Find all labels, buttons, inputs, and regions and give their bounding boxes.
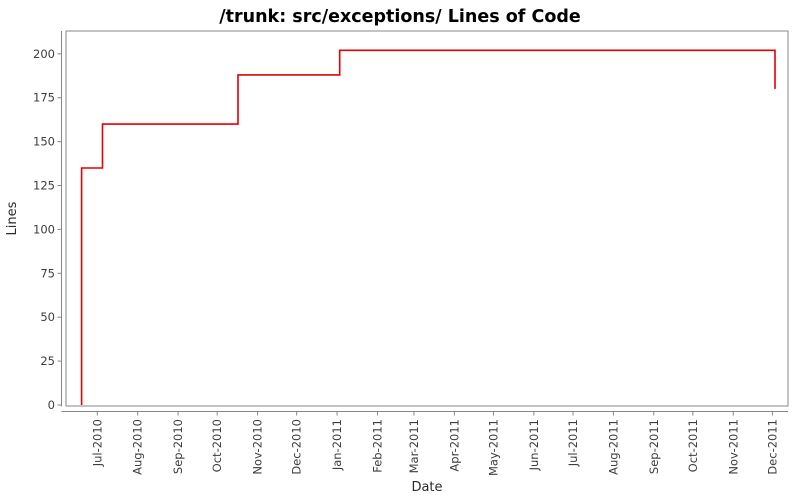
x-tick-label: Jul-2010 <box>90 419 104 467</box>
y-tick-label: 100 <box>33 222 55 236</box>
y-tick-label: 125 <box>33 179 55 193</box>
y-tick-label: 150 <box>33 135 55 149</box>
y-tick-label: 25 <box>40 354 55 368</box>
x-tick-label: Dec-2010 <box>290 419 304 475</box>
x-tick-label: Apr-2011 <box>447 419 461 472</box>
x-tick-label: Nov-2011 <box>726 419 740 475</box>
x-tick-label: Sep-2010 <box>171 419 185 474</box>
y-tick-label: 75 <box>40 266 55 280</box>
x-axis-label: Date <box>411 480 442 495</box>
x-tick-label: Nov-2010 <box>251 419 265 475</box>
x-tick-label: Feb-2011 <box>370 419 384 473</box>
x-tick-label: Mar-2011 <box>407 419 421 473</box>
x-tick-label: Oct-2011 <box>686 419 700 472</box>
x-tick-label: Oct-2010 <box>210 419 224 472</box>
y-tick-label: 175 <box>33 91 55 105</box>
y-tick-label: 50 <box>40 310 55 324</box>
x-axis-ticks: Jul-2010 Aug-2010 Sep-2010 Oct-2010 Nov-2010… <box>90 411 779 476</box>
x-tick-label: Sep-2011 <box>647 419 661 474</box>
x-tick-label: Aug-2011 <box>606 419 620 475</box>
y-tick-label: 200 <box>33 47 55 61</box>
x-tick-label: Jan-2011 <box>330 419 344 471</box>
plot-area-border <box>65 30 789 407</box>
x-tick-label: Aug-2010 <box>131 419 145 475</box>
y-tick-label: 0 <box>48 398 55 412</box>
x-tick-label: Jun-2011 <box>527 419 541 471</box>
x-tick-label: Dec-2011 <box>765 419 779 475</box>
loc-step-line <box>80 49 776 405</box>
x-tick-label: May-2011 <box>486 419 500 476</box>
y-axis-label: Lines <box>5 201 20 235</box>
y-axis-ticks: 0 25 50 75 100 125 150 175 200 <box>33 47 62 412</box>
x-tick-label: Jul-2011 <box>566 419 580 467</box>
chart-title: /trunk: src/exceptions/ Lines of Code <box>219 7 581 27</box>
